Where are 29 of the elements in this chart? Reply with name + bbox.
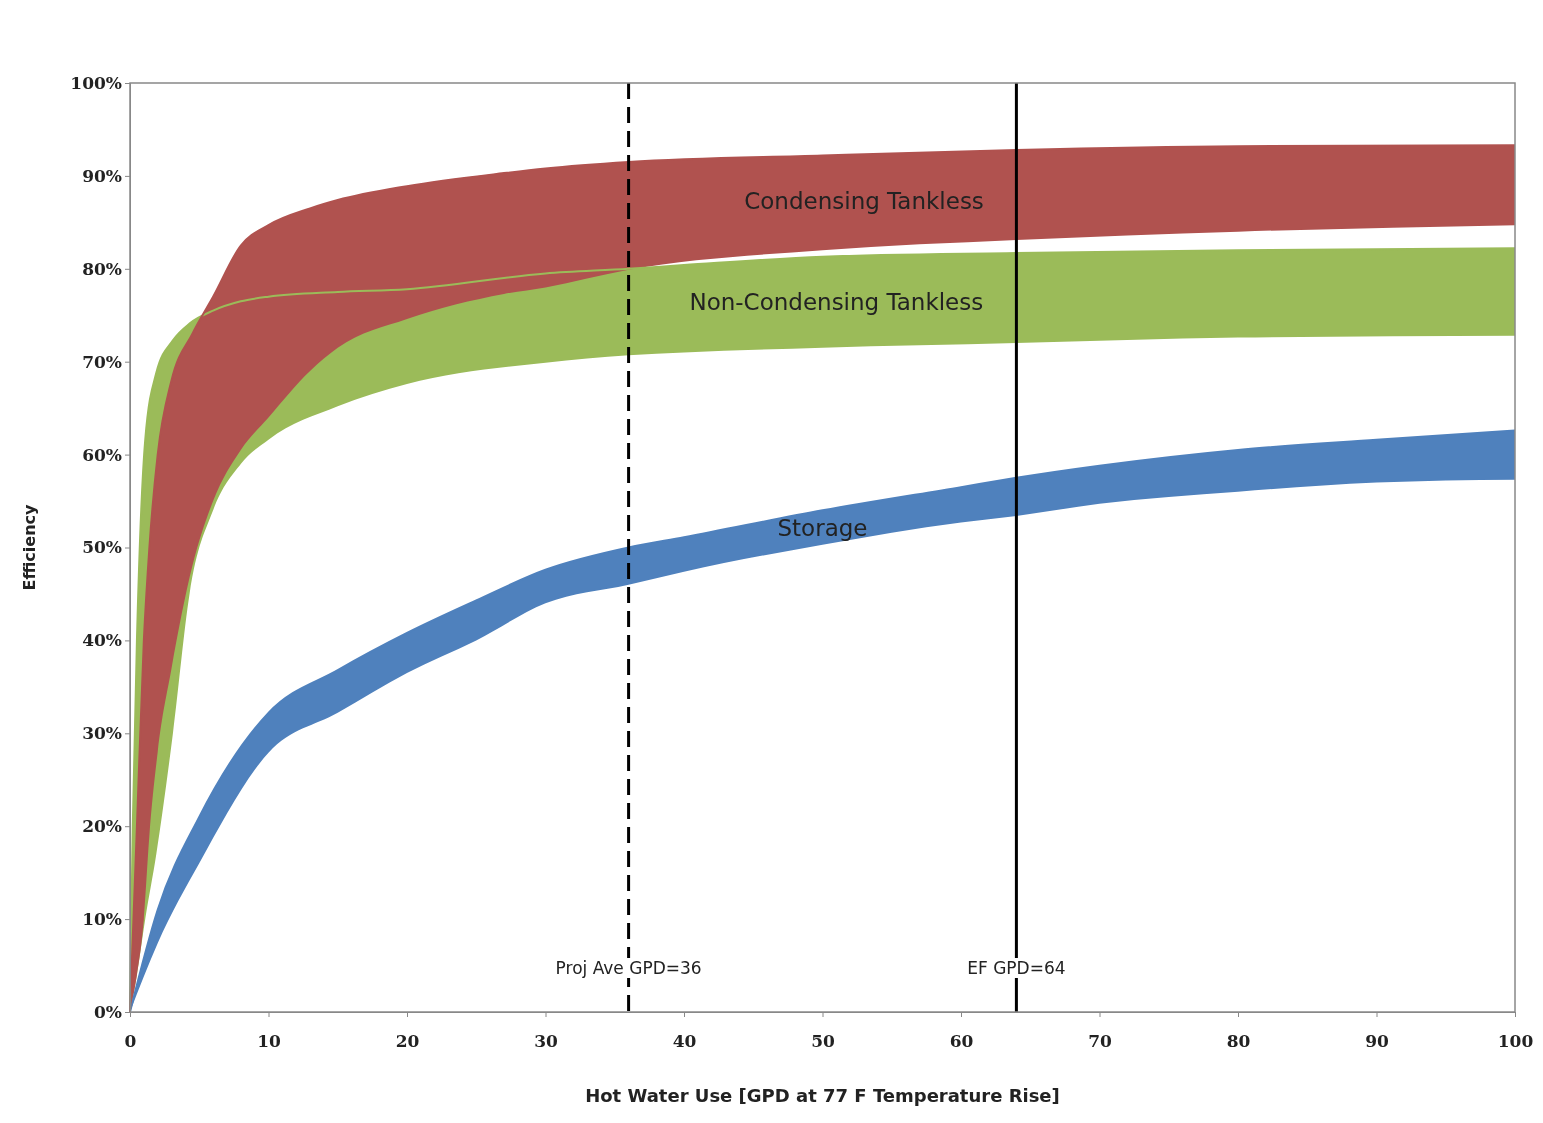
- y-tick-label: 60%: [82, 444, 122, 465]
- y-tick-label: 0%: [94, 1001, 122, 1022]
- x-tick-label: 30: [534, 1031, 558, 1052]
- y-tick-label: 40%: [82, 630, 122, 651]
- y-tick-label: 90%: [82, 165, 122, 186]
- y-tick-label: 100%: [70, 72, 122, 93]
- x-axis-title: Hot Water Use [GPD at 77 F Temperature Rise]: [585, 1085, 1060, 1106]
- x-tick-label: 60: [949, 1031, 974, 1052]
- series-label: Condensing Tankless: [744, 188, 984, 215]
- y-tick-label: 30%: [82, 723, 122, 744]
- y-tick-label: 50%: [82, 537, 122, 558]
- x-tick-label: 20: [395, 1031, 420, 1052]
- y-axis-title: Efficiency: [20, 503, 39, 591]
- y-tick-label: 80%: [82, 258, 122, 279]
- x-tick-label: 70: [1088, 1031, 1112, 1052]
- y-tick-label: 10%: [82, 909, 122, 930]
- x-tick-label: 0: [124, 1031, 137, 1052]
- series-label: Storage: [777, 514, 868, 541]
- x-tick-label: 40: [672, 1031, 697, 1052]
- series-label: Non-Condensing Tankless: [689, 289, 984, 315]
- ref-line-label: EF GPD=64: [967, 958, 1066, 978]
- ref-line-label: Proj Ave GPD=36: [555, 958, 702, 978]
- x-tick-label: 100: [1497, 1031, 1534, 1052]
- x-tick-label: 90: [1365, 1031, 1389, 1052]
- x-tick-label: 10: [257, 1031, 281, 1052]
- x-tick-label: 80: [1226, 1031, 1251, 1052]
- x-tick-label: 50: [811, 1031, 835, 1052]
- y-tick-label: 70%: [82, 351, 122, 372]
- y-tick-label: 20%: [82, 816, 122, 837]
